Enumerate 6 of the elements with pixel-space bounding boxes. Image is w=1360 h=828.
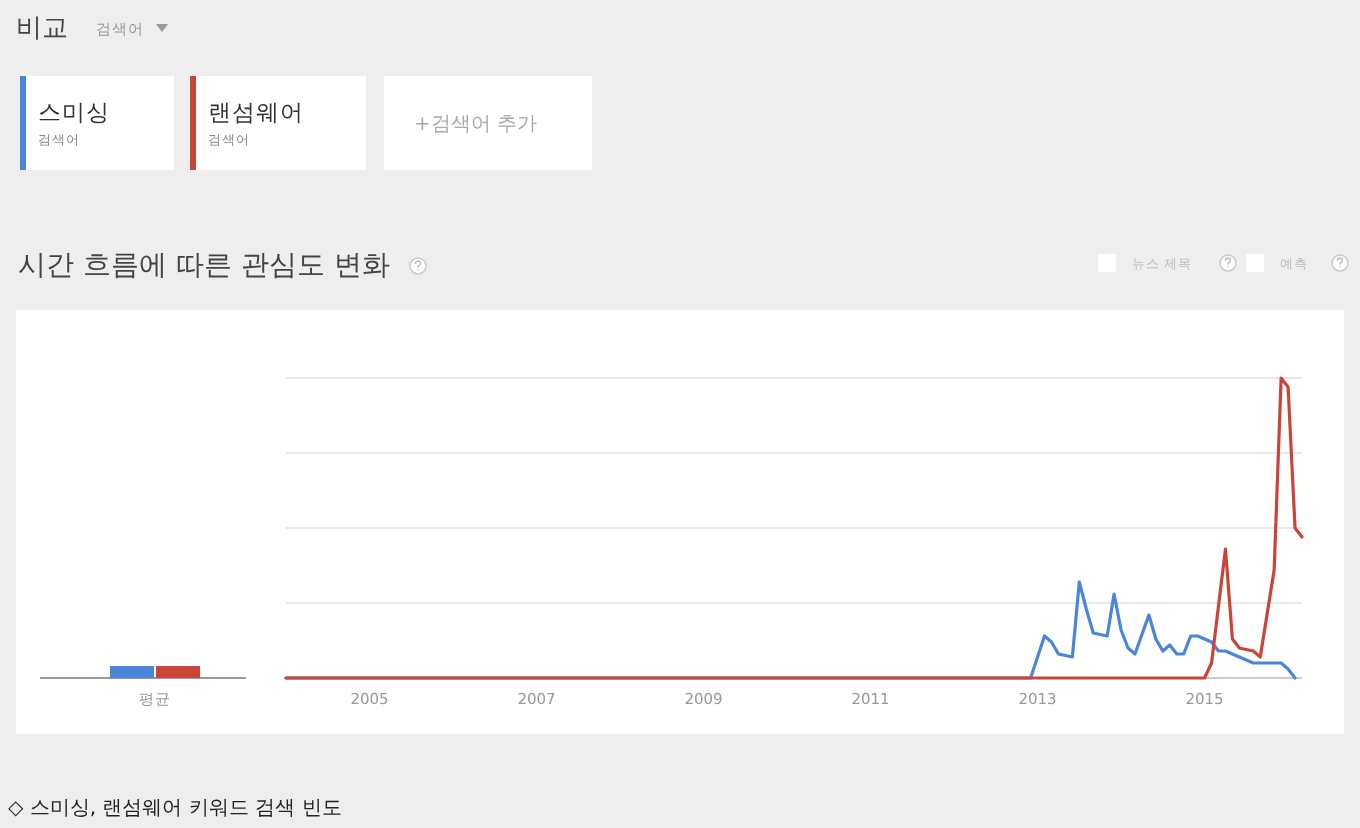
legend-label: 랜섬웨어 (208, 98, 304, 126)
legend-label: 스미싱 (38, 98, 110, 126)
text: 비교 (16, 14, 68, 44)
chart-title: 시간 흐름에 따른 관심도 변화 (18, 250, 390, 282)
text: ◇ 스미싱, 랜섬웨어 키워드 검색 빈도 (8, 798, 342, 820)
text: +검색어 추가 (414, 114, 538, 136)
